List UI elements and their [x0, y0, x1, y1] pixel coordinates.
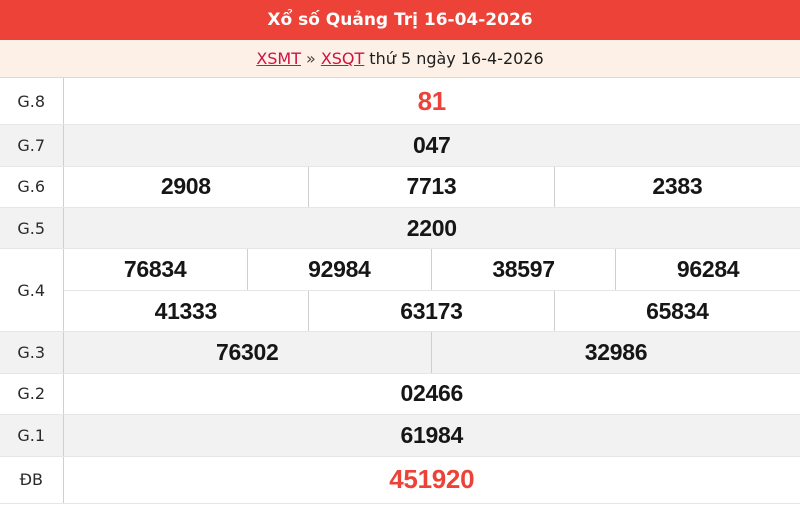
breadcrumb-link-xsmt[interactable]: XSMT	[256, 49, 302, 68]
lottery-results-table: G.8 81 G.7 047 G.6 2908 7713 2383 G.5 22…	[0, 78, 800, 505]
prize-label: G.2	[0, 373, 64, 416]
breadcrumb-separator: »	[306, 49, 316, 68]
prize-number: 41333	[63, 290, 309, 333]
prize-label: G.5	[0, 207, 64, 250]
breadcrumb-date-text: thứ 5 ngày 16-4-2026	[369, 49, 544, 68]
prize-number: 2383	[553, 166, 800, 208]
page-title: Xổ số Quảng Trị 16-04-2026	[267, 10, 533, 30]
prize-label: G.4	[0, 248, 64, 333]
prize-number: 2908	[63, 166, 309, 208]
table-row-g5: G.5 2200	[0, 207, 800, 250]
table-row-g6: G.6 2908 7713 2383	[0, 166, 800, 208]
prize-number: 047	[63, 124, 800, 167]
table-row-g4-line1: G.4 76834 92984 38597 96284	[0, 248, 800, 333]
prize-number: 02466	[63, 373, 800, 416]
prize-number: 81	[63, 78, 800, 126]
table-row-g1: G.1 61984	[0, 414, 800, 457]
prize-number: 63173	[308, 290, 555, 333]
prize-number: 451920	[63, 456, 800, 505]
prize-number: 32986	[430, 331, 800, 374]
prize-number: 65834	[553, 290, 800, 333]
breadcrumb-link-xsqt[interactable]: XSQT	[320, 49, 365, 68]
prize-label: G.3	[0, 331, 64, 374]
prize-number: 38597	[430, 248, 616, 291]
title-bar: Xổ số Quảng Trị 16-04-2026	[0, 0, 800, 40]
table-row-db: ĐB 451920	[0, 456, 800, 505]
prize-number: 96284	[615, 248, 800, 291]
prize-label: G.1	[0, 414, 64, 457]
breadcrumb: XSMT » XSQT thứ 5 ngày 16-4-2026	[0, 40, 800, 78]
prize-number: 76834	[63, 248, 248, 291]
table-row-g8: G.8 81	[0, 78, 800, 126]
table-row-g4-line2: 41333 63173 65834	[0, 290, 800, 333]
table-row-g2: G.2 02466	[0, 373, 800, 416]
prize-label: G.8	[0, 78, 64, 126]
table-row-g3: G.3 76302 32986	[0, 331, 800, 374]
prize-number: 7713	[308, 166, 555, 208]
prize-label: G.7	[0, 124, 64, 167]
prize-label: ĐB	[0, 456, 64, 505]
prize-label: G.6	[0, 166, 64, 208]
prize-number: 76302	[63, 331, 432, 374]
prize-number: 2200	[63, 207, 800, 250]
prize-number: 61984	[63, 414, 800, 457]
prize-number: 92984	[246, 248, 432, 291]
table-row-g7: G.7 047	[0, 124, 800, 167]
